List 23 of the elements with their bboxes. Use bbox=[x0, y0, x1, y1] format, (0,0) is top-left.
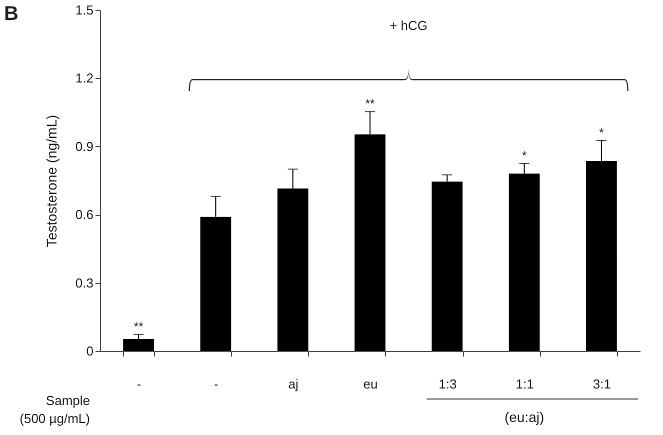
y-tick-label: 0.9 bbox=[75, 138, 94, 154]
text: (eu:aj) bbox=[504, 409, 544, 425]
annotation: + hCG bbox=[390, 18, 428, 33]
x-tick-label: 1:1 bbox=[516, 376, 534, 392]
text: Sample (500 µg/mL) bbox=[20, 393, 90, 426]
y-tick-label: 0 bbox=[86, 344, 94, 358]
x-tick-label: 1:3 bbox=[438, 376, 457, 392]
data-label: ** bbox=[365, 96, 375, 111]
x-tick-label: eu bbox=[363, 376, 378, 392]
x-tick-label: 3:1 bbox=[592, 376, 611, 392]
data-label: ** bbox=[134, 319, 144, 334]
x-tick-label: - bbox=[214, 376, 218, 392]
y-tick-label: 0.6 bbox=[75, 207, 94, 222]
y-tick-label: 1.5 bbox=[75, 2, 94, 18]
bar bbox=[123, 338, 154, 351]
data-label: * bbox=[522, 148, 527, 162]
y-tick-label: 1.2 bbox=[75, 70, 94, 86]
y-axis-title: Testosterone (ng/mL) bbox=[43, 114, 60, 248]
x-tick-label: aj bbox=[288, 376, 299, 392]
text: B bbox=[4, 3, 18, 25]
x-tick-label: - bbox=[136, 376, 142, 392]
y-tick-label: 0.3 bbox=[75, 275, 94, 290]
data-label: * bbox=[599, 125, 604, 140]
